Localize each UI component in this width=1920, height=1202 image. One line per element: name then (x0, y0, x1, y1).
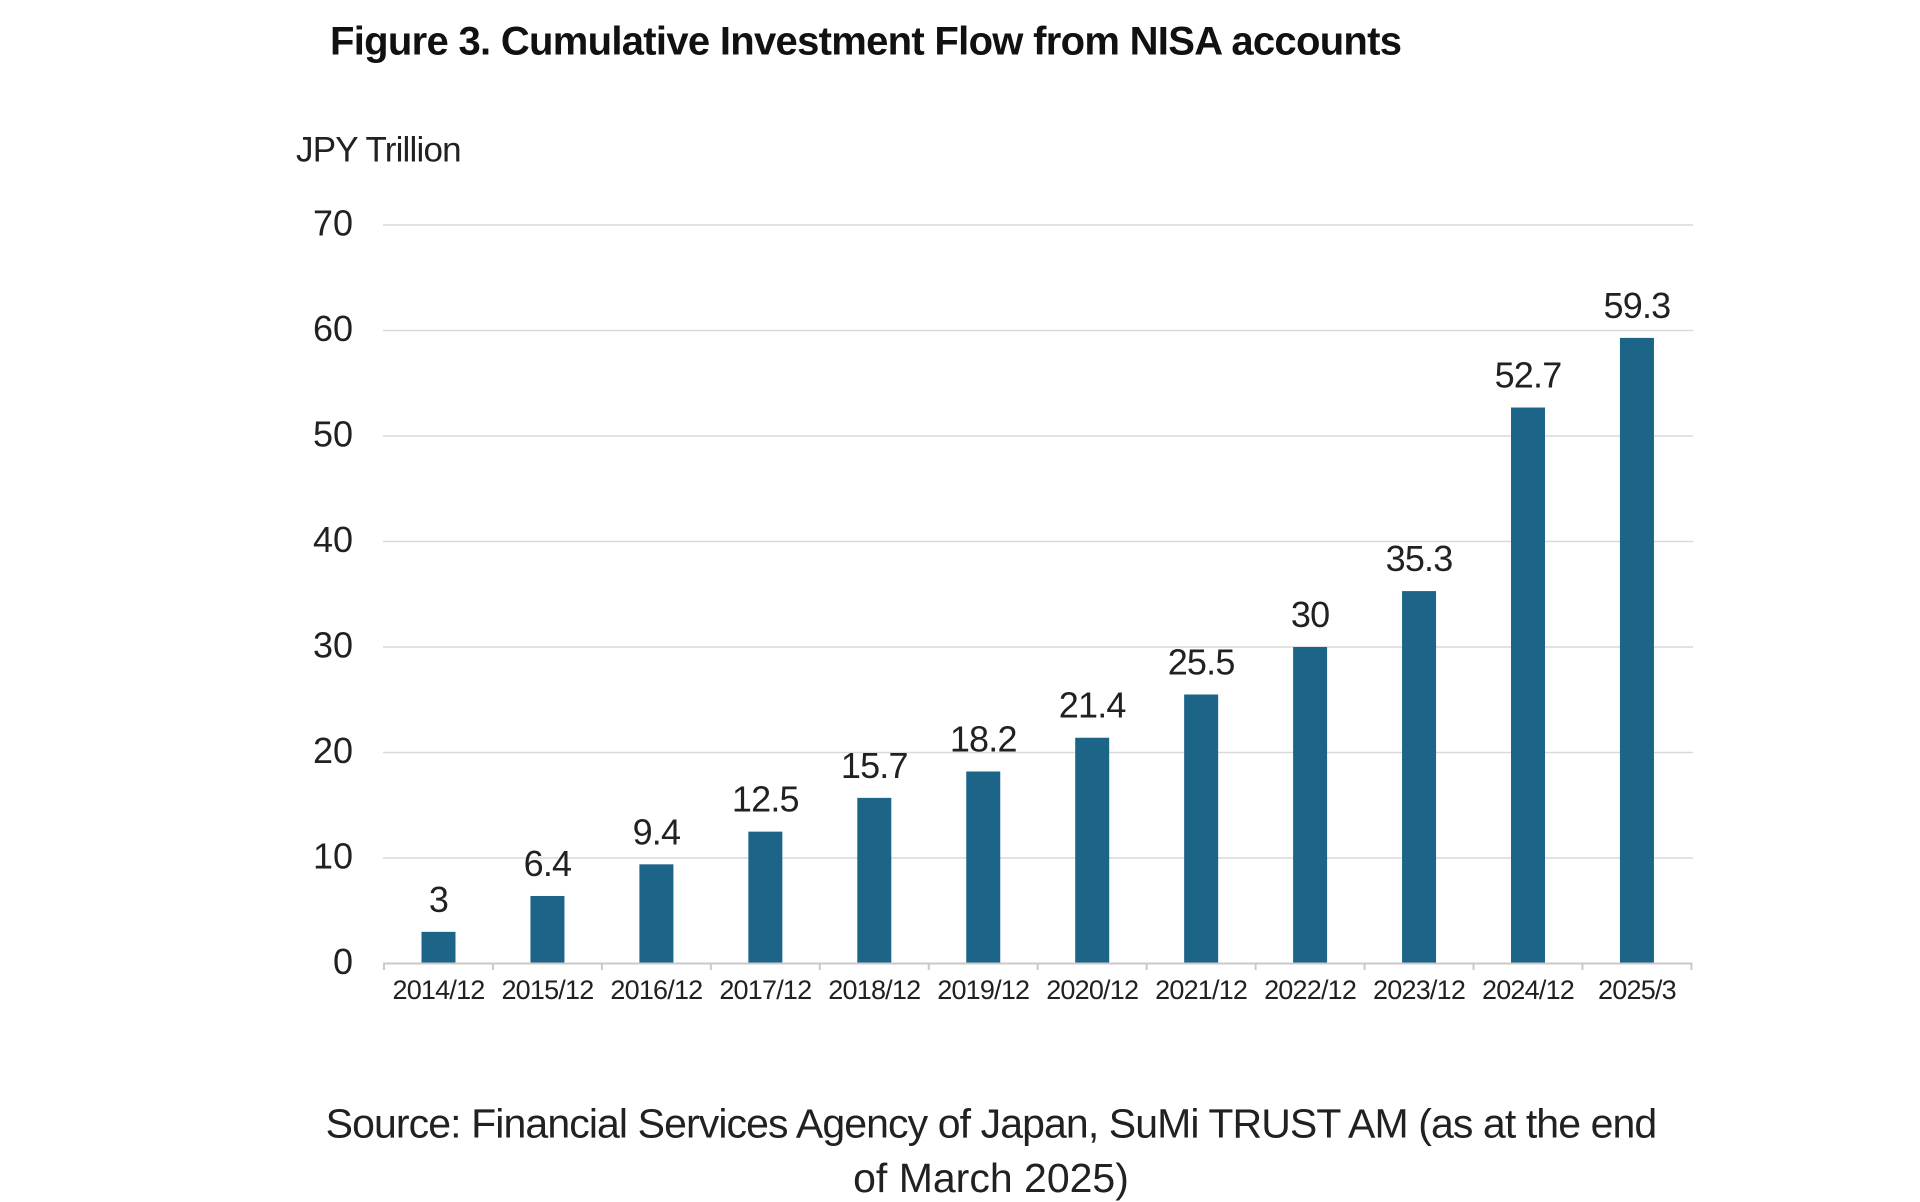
svg-text:10: 10 (313, 836, 353, 877)
svg-text:2022/12: 2022/12 (1264, 975, 1356, 1005)
svg-text:2021/12: 2021/12 (1155, 975, 1247, 1005)
svg-text:0: 0 (333, 941, 353, 982)
svg-text:Figure 3. Cumulative Investmen: Figure 3. Cumulative Investment Flow fro… (330, 19, 1401, 63)
svg-text:2019/12: 2019/12 (937, 975, 1029, 1005)
svg-text:2015/12: 2015/12 (501, 975, 593, 1005)
svg-text:30: 30 (313, 625, 353, 666)
svg-text:2020/12: 2020/12 (1046, 975, 1138, 1005)
svg-text:9.4: 9.4 (633, 811, 681, 852)
svg-text:25.5: 25.5 (1168, 642, 1235, 683)
svg-text:3: 3 (429, 879, 448, 920)
svg-text:2017/12: 2017/12 (719, 975, 811, 1005)
svg-text:50: 50 (313, 414, 353, 455)
svg-text:2018/12: 2018/12 (828, 975, 920, 1005)
svg-text:52.7: 52.7 (1495, 355, 1562, 396)
svg-text:30: 30 (1291, 594, 1329, 635)
svg-text:21.4: 21.4 (1059, 685, 1126, 726)
svg-text:35.3: 35.3 (1386, 538, 1453, 579)
svg-text:60: 60 (313, 308, 353, 349)
svg-text:2014/12: 2014/12 (393, 975, 485, 1005)
svg-text:15.7: 15.7 (841, 745, 908, 786)
svg-text:59.3: 59.3 (1604, 285, 1671, 326)
svg-text:2025/3: 2025/3 (1598, 975, 1676, 1005)
svg-text:2016/12: 2016/12 (610, 975, 702, 1005)
svg-text:2024/12: 2024/12 (1482, 975, 1574, 1005)
svg-text:20: 20 (313, 730, 353, 771)
svg-text:of March 2025): of March 2025) (853, 1155, 1129, 1201)
svg-text:40: 40 (313, 519, 353, 560)
svg-text:JPY Trillion: JPY Trillion (296, 131, 461, 170)
svg-text:2023/12: 2023/12 (1373, 975, 1465, 1005)
svg-text:18.2: 18.2 (950, 719, 1017, 760)
svg-text:6.4: 6.4 (524, 843, 572, 884)
svg-text:Source: Financial Services Age: Source: Financial Services Agency of Jap… (326, 1101, 1657, 1147)
svg-text:70: 70 (313, 203, 353, 244)
svg-text:12.5: 12.5 (732, 779, 799, 820)
